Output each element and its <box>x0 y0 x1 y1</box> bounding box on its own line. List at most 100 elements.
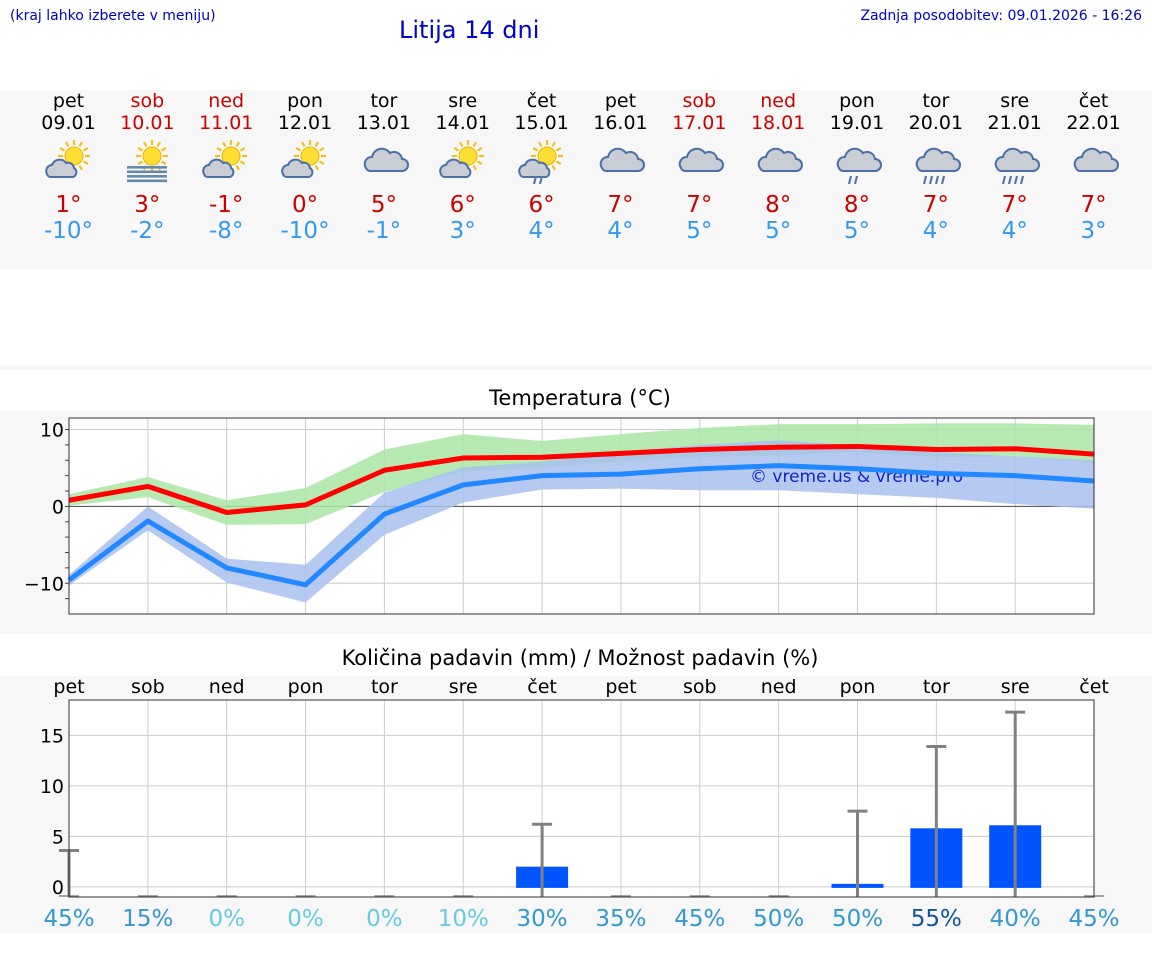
min-temp: 5° <box>686 218 713 244</box>
y-tick-label: 15 <box>40 725 64 747</box>
max-temp: -1° <box>208 192 244 218</box>
forecast-day: čet 22.01 7° 3° <box>1054 90 1133 244</box>
min-temp: -2° <box>130 218 165 244</box>
forecast-day: ned 11.01 -1° -8° <box>187 90 266 244</box>
precip-probability: 45% <box>674 906 725 932</box>
day-name: sre <box>1000 90 1030 112</box>
min-temp: 4° <box>607 218 634 244</box>
max-temp: 7° <box>1080 192 1107 218</box>
day-name: pet <box>604 90 637 112</box>
last-update: Zadnja posodobitev: 09.01.2026 - 16:26 <box>860 8 1142 24</box>
min-temp: -1° <box>366 218 402 244</box>
day-date: 20.01 <box>908 112 964 134</box>
min-temp: -8° <box>208 218 244 244</box>
day-date: 09.01 <box>41 112 96 134</box>
forecast-day: čet 15.01 6° 4° <box>502 90 581 244</box>
precip-probability: 30% <box>517 906 568 932</box>
y-tick-label: 0 <box>52 496 64 518</box>
y-tick-label: 0 <box>52 877 64 899</box>
max-temp: 8° <box>843 192 871 218</box>
cloud-icon <box>600 147 646 172</box>
x-category-label: pon <box>288 676 324 698</box>
day-name: ned <box>208 90 245 112</box>
min-temp: -10° <box>43 218 94 244</box>
forecast-day: tor 13.01 5° -1° <box>344 90 423 244</box>
day-date: 21.01 <box>987 112 1042 134</box>
day-date: 13.01 <box>356 112 412 134</box>
day-date: 17.01 <box>672 112 727 134</box>
cloud-heavy-rain-icon <box>915 147 961 184</box>
min-temp: 4° <box>528 218 555 244</box>
x-category-label: tor <box>923 676 950 698</box>
day-name: pet <box>52 90 85 112</box>
day-name: pon <box>287 90 323 112</box>
page-title: Litija 14 dni <box>399 16 540 44</box>
x-category-label: čet <box>527 676 557 698</box>
forecast-day: pon 19.01 8° 5° <box>818 90 897 244</box>
max-temp: 7° <box>1001 192 1028 218</box>
day-date: 18.01 <box>750 112 806 134</box>
min-temp-line <box>67 463 1095 588</box>
x-category-label: ned <box>761 676 797 698</box>
precip-probability: 15% <box>122 906 173 932</box>
cloud-heavy-rain-icon <box>994 147 1040 184</box>
precip-probability: 0% <box>287 906 324 932</box>
forecast-day: pet 09.01 1° -10° <box>29 90 108 244</box>
day-date: 12.01 <box>277 112 333 134</box>
precip-probability: 10% <box>438 906 489 932</box>
precip-probability: 50% <box>753 906 804 932</box>
min-temp: 3° <box>1080 218 1107 244</box>
precipitation-title: Količina padavin (mm) / Možnost padavin … <box>341 646 819 670</box>
cloud-icon <box>363 147 409 172</box>
cloud-icon <box>679 147 725 172</box>
day-date: 15.01 <box>514 112 569 134</box>
cloud-icon <box>1073 147 1119 172</box>
day-date: 22.01 <box>1066 112 1121 134</box>
temperature-chart: 100−10© vreme.us & vreme.pro <box>24 417 1095 615</box>
x-category-label: sre <box>1001 676 1030 698</box>
max-temp: 6° <box>449 192 476 218</box>
y-tick-label: 10 <box>40 776 64 798</box>
sun-cloud-icon <box>438 140 484 178</box>
max-temp: 7° <box>686 192 713 218</box>
max-temp: 5° <box>370 192 397 218</box>
x-category-label: tor <box>371 676 398 698</box>
day-name: sob <box>682 90 717 112</box>
precip-probability: 40% <box>990 906 1041 932</box>
x-category-label: pet <box>53 676 84 698</box>
sun-cloud-icon <box>202 140 248 178</box>
forecast-day: sre 21.01 7° 4° <box>975 90 1054 244</box>
x-category-label: ned <box>209 676 245 698</box>
day-name: sre <box>448 90 478 112</box>
day-date: 16.01 <box>593 112 648 134</box>
y-tick-label: −10 <box>24 573 64 595</box>
min-range-band <box>69 440 1095 603</box>
x-category-label: čet <box>1079 676 1109 698</box>
sun-fog-icon <box>127 140 169 183</box>
precip-probability: 55% <box>911 906 962 932</box>
y-tick-label: 10 <box>40 420 64 442</box>
x-category-label: pon <box>840 676 876 698</box>
max-temp: 3° <box>134 192 161 218</box>
forecast-day: sob 10.01 3° -2° <box>108 90 187 244</box>
region-hint: (kraj lahko izberete v meniju) <box>10 8 216 24</box>
temperature-title: Temperatura (°C) <box>489 386 671 410</box>
forecast-day: ned 18.01 8° 5° <box>739 90 818 244</box>
day-name: čet <box>526 90 557 112</box>
max-temp: 1° <box>55 192 82 218</box>
max-temp: 7° <box>922 192 949 218</box>
max-temp: 6° <box>528 192 555 218</box>
sun-cloud-icon <box>44 140 90 178</box>
day-date: 11.01 <box>198 112 254 134</box>
cloud-rain-icon <box>836 147 882 184</box>
x-category-label: sob <box>683 676 717 698</box>
day-name: pon <box>839 90 875 112</box>
max-temp: 8° <box>765 192 792 218</box>
x-category-label: pet <box>605 676 636 698</box>
max-temp: 0° <box>291 192 319 218</box>
precip-probability: 35% <box>595 906 646 932</box>
forecast-day: tor 20.01 7° 4° <box>896 90 975 244</box>
precip-probability: 45% <box>43 906 94 932</box>
day-name: čet <box>1078 90 1109 112</box>
min-temp: 5° <box>843 218 871 244</box>
